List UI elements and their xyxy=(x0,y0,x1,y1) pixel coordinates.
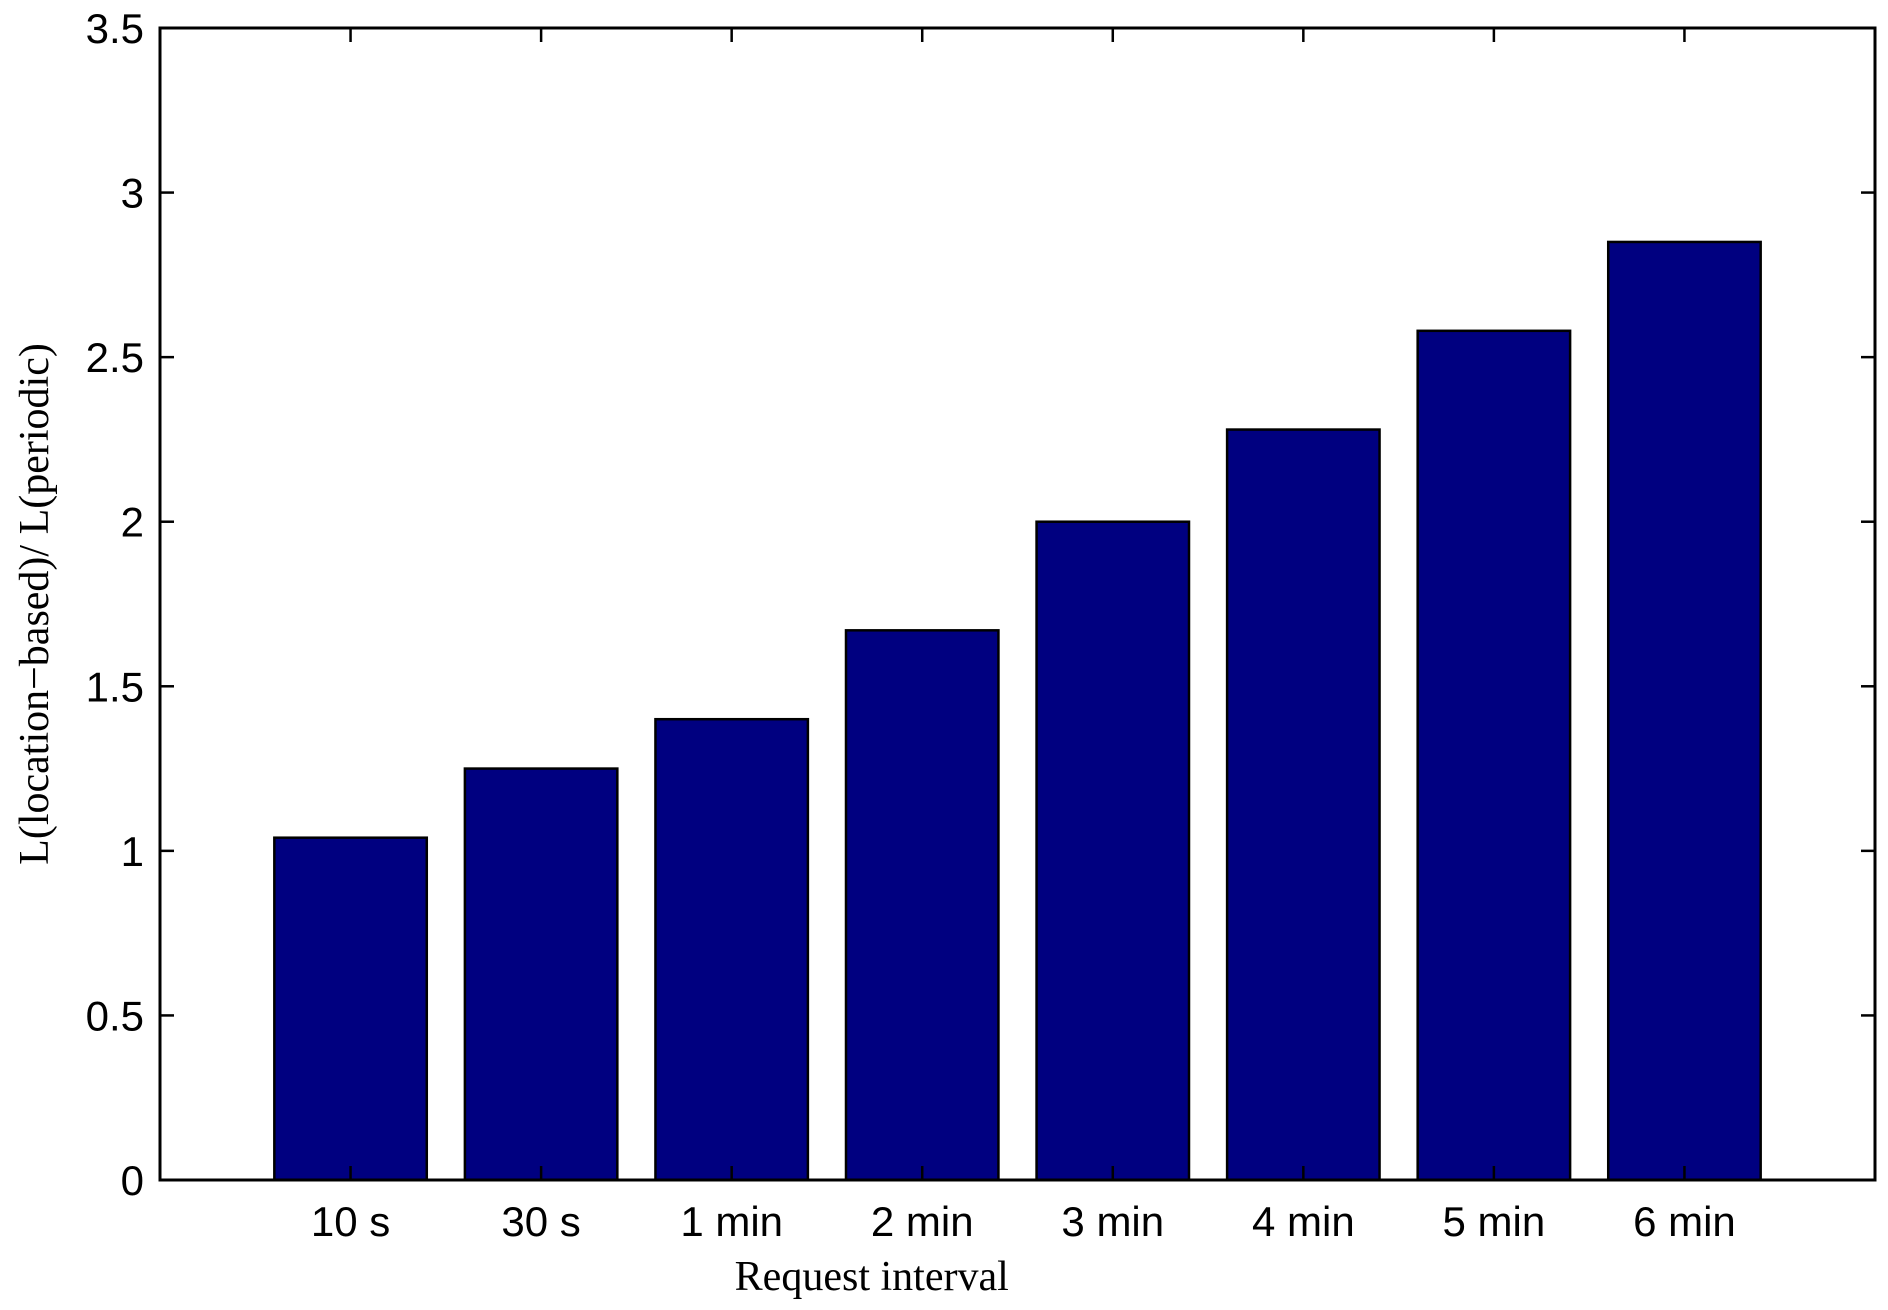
x-tick-label-1: 30 s xyxy=(501,1198,580,1245)
plot-frame xyxy=(158,26,1877,1182)
x-tick-label-3: 2 min xyxy=(871,1198,974,1245)
y-tick-label-3: 1.5 xyxy=(86,663,144,710)
x-axis-title: Request interval xyxy=(735,1254,1009,1300)
bar-6 xyxy=(1416,329,1572,1182)
ticks-layer: 10 s 30 s 1 min 2 min 3 min 4 min 5 min 6 min 0 0… xyxy=(86,5,1875,1245)
x-tick-label-0: 10 s xyxy=(311,1198,390,1245)
x-tick-label-4: 3 min xyxy=(1061,1198,1164,1245)
y-tick-label-1: 0.5 xyxy=(86,992,144,1039)
y-tick-label-5: 2.5 xyxy=(86,334,144,381)
bar-5 xyxy=(1225,428,1381,1182)
bar-3 xyxy=(844,629,1000,1182)
y-tick-label-4: 2 xyxy=(121,499,144,546)
x-tick-label-6: 5 min xyxy=(1443,1198,1546,1245)
bar-0 xyxy=(273,836,429,1182)
y-axis-title: L(location−based)/ L(periodic) xyxy=(12,343,58,865)
bar-4 xyxy=(1035,520,1191,1182)
bar-7 xyxy=(1606,240,1762,1182)
y-tick-label-7: 3.5 xyxy=(86,5,144,52)
y-tick-label-2: 1 xyxy=(121,828,144,875)
y-tick-label-0: 0 xyxy=(121,1157,144,1204)
bar-1 xyxy=(463,767,619,1182)
y-tick-label-6: 3 xyxy=(121,170,144,217)
bar-2 xyxy=(654,717,810,1182)
bars-layer xyxy=(273,240,1762,1182)
x-tick-label-2: 1 min xyxy=(680,1198,783,1245)
x-tick-label-5: 4 min xyxy=(1252,1198,1355,1245)
x-tick-label-7: 6 min xyxy=(1633,1198,1736,1245)
